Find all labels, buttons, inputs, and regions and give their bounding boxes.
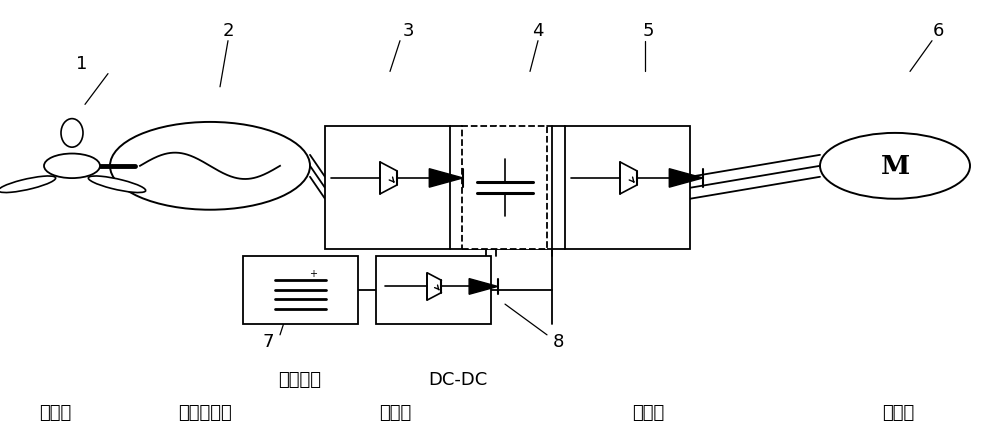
Text: M: M: [880, 154, 910, 179]
Bar: [376, 256, 491, 324]
Bar: [462, 127, 547, 250]
Text: 逆变器: 逆变器: [632, 403, 664, 421]
Text: 1: 1: [76, 54, 88, 73]
Bar: [325, 127, 450, 250]
Ellipse shape: [0, 177, 56, 193]
Circle shape: [110, 123, 310, 210]
Text: 4: 4: [532, 21, 544, 40]
Text: 6: 6: [932, 21, 944, 40]
Text: 储能装置: 储能装置: [278, 370, 322, 388]
Text: 5: 5: [642, 21, 654, 40]
Text: 8: 8: [552, 332, 564, 351]
Circle shape: [44, 154, 100, 179]
Text: 永磁发电机: 永磁发电机: [178, 403, 232, 421]
Bar: [565, 127, 690, 250]
Circle shape: [820, 134, 970, 199]
Text: 整流器: 整流器: [379, 403, 411, 421]
Text: 电动机: 电动机: [882, 403, 914, 421]
Ellipse shape: [61, 120, 83, 148]
Text: 3: 3: [402, 21, 414, 40]
Polygon shape: [669, 170, 703, 188]
Ellipse shape: [88, 177, 146, 193]
Polygon shape: [429, 170, 463, 188]
Polygon shape: [469, 279, 498, 295]
Text: 7: 7: [262, 332, 274, 351]
Text: 2: 2: [222, 21, 234, 40]
Text: DC-DC: DC-DC: [428, 370, 488, 388]
Bar: [243, 256, 358, 324]
Text: 原动机: 原动机: [39, 403, 71, 421]
Text: +: +: [310, 268, 318, 279]
